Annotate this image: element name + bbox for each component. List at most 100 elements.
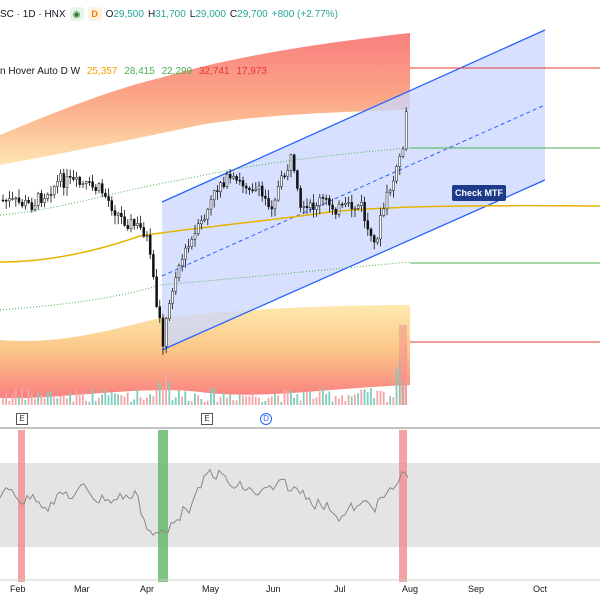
candle-body (129, 219, 133, 229)
candle-body (212, 190, 216, 201)
candle-body (219, 182, 222, 192)
volume-bar (155, 390, 158, 405)
volume-bar (357, 393, 359, 405)
volume-bar (206, 400, 209, 405)
volume-bar (53, 396, 55, 405)
x-label-mar: Mar (74, 584, 90, 594)
candle-body (17, 197, 21, 203)
candle-body (62, 173, 66, 188)
indicator-value-2: 22,299 (161, 66, 193, 77)
candles-group (1, 107, 408, 355)
highlight-red-top (399, 325, 407, 405)
d-badge[interactable]: D (87, 7, 102, 21)
candle-body (353, 208, 357, 210)
candle-body (168, 303, 171, 319)
candle-body (241, 180, 245, 187)
earnings-marker-1[interactable]: E (16, 413, 28, 425)
candle-body (260, 185, 264, 197)
volume-bar (360, 389, 363, 405)
indicator-legend[interactable]: n Hover Auto D W 25,357 28,415 22,299 32… (0, 66, 271, 77)
x-label-jun: Jun (266, 584, 281, 594)
x-label-sep: Sep (468, 584, 485, 594)
volume-bar (24, 399, 27, 405)
channel-lower-line (161, 179, 546, 351)
candle-body (139, 223, 142, 228)
volume-bar (344, 401, 347, 405)
candle-body (340, 203, 344, 206)
eye-icon[interactable]: ◉ (69, 7, 84, 21)
candle-body (27, 200, 30, 203)
volume-bar (382, 391, 385, 405)
volume-bar (203, 401, 206, 405)
candle-body (382, 208, 386, 216)
volume-bar (165, 372, 167, 405)
candle-body (56, 181, 59, 187)
volume-bar (126, 392, 129, 405)
volume-bar (94, 400, 97, 405)
volume-bar (2, 398, 4, 405)
rsi-band (0, 463, 600, 547)
volume-bar (78, 395, 81, 405)
candle-body (321, 197, 325, 199)
volume-bar (50, 391, 52, 405)
earnings-marker-2[interactable]: E (201, 413, 213, 425)
volume-bar (280, 401, 283, 405)
volume-bar (318, 388, 321, 405)
candle-body (33, 205, 37, 210)
candle-body (350, 202, 354, 209)
volume-bar (245, 395, 247, 405)
volume-bar (258, 397, 260, 405)
volume-bar (354, 394, 356, 405)
volume-bar (334, 395, 337, 405)
candle-body (116, 212, 120, 216)
volume-bar (120, 394, 123, 405)
volume-bar (88, 401, 91, 405)
volume-bar (376, 390, 379, 405)
candle-body (14, 197, 18, 200)
candle-body (40, 193, 43, 203)
volume-bar (309, 391, 311, 405)
volume-bar (27, 389, 30, 405)
candle-body (331, 204, 334, 210)
candle-body (145, 235, 149, 237)
volume-bar (350, 396, 353, 405)
volume-bar (270, 396, 273, 405)
low-value: 29,000 (195, 8, 226, 20)
volume-bar (21, 388, 23, 405)
open-value: 29,500 (113, 8, 144, 20)
candle-body (177, 265, 181, 278)
volume-bar (235, 400, 238, 405)
volume-bar (363, 389, 366, 405)
candle-body (276, 186, 280, 201)
dividend-marker[interactable]: D (260, 413, 272, 425)
indicator-value-3: 32,741 (198, 66, 230, 77)
volume-bar (277, 395, 279, 405)
candle-body (315, 205, 318, 210)
symbol-label[interactable]: SC · 1D · HNX (0, 8, 66, 20)
candle-body (248, 187, 251, 191)
candle-body (257, 185, 261, 190)
volume-bar (37, 392, 39, 405)
volume-bar (66, 398, 68, 405)
candle-body (75, 176, 78, 180)
candle-body (318, 197, 322, 206)
candle-body (24, 200, 27, 207)
check-mtf-label[interactable]: Check MTF (452, 185, 506, 201)
volume-bar (229, 394, 231, 405)
candle-body (302, 206, 306, 208)
volume-bar (261, 401, 263, 405)
candle-body (270, 206, 274, 210)
candle-body (94, 186, 98, 191)
volume-bar (219, 396, 222, 405)
candle-body (235, 176, 238, 181)
candle-body (43, 198, 46, 203)
candle-body (4, 199, 8, 202)
candle-body (196, 223, 200, 234)
high-value: 31,700 (155, 8, 186, 20)
volume-bar (98, 397, 100, 405)
low-label: L (189, 8, 196, 20)
candle-body (401, 148, 405, 157)
candle-body (366, 220, 370, 230)
candle-body (123, 216, 126, 226)
